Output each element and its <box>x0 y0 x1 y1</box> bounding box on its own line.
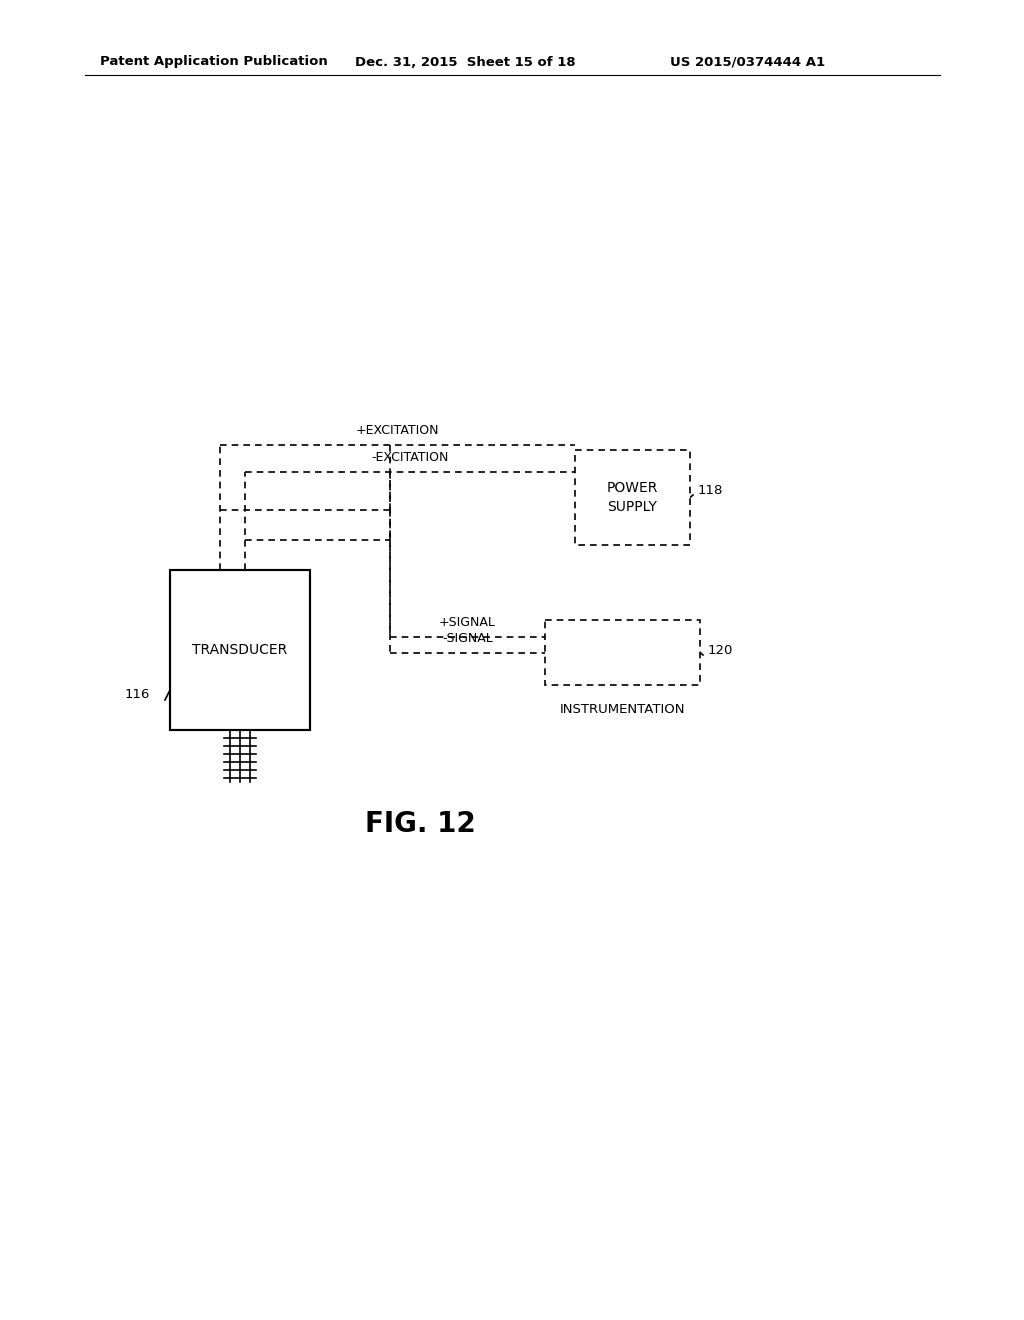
Text: US 2015/0374444 A1: US 2015/0374444 A1 <box>670 55 825 69</box>
Text: TRANSDUCER: TRANSDUCER <box>193 643 288 657</box>
Bar <box>545 620 700 685</box>
Text: Patent Application Publication: Patent Application Publication <box>100 55 328 69</box>
Text: 118: 118 <box>698 483 723 496</box>
Text: POWER
SUPPLY: POWER SUPPLY <box>607 482 658 513</box>
Text: +SIGNAL: +SIGNAL <box>439 616 496 630</box>
Text: -EXCITATION: -EXCITATION <box>372 451 449 465</box>
Text: Dec. 31, 2015  Sheet 15 of 18: Dec. 31, 2015 Sheet 15 of 18 <box>355 55 575 69</box>
Text: -SIGNAL: -SIGNAL <box>442 632 493 645</box>
Text: FIG. 12: FIG. 12 <box>365 810 475 838</box>
Text: INSTRUMENTATION: INSTRUMENTATION <box>560 704 685 715</box>
Text: 120: 120 <box>708 644 733 656</box>
Text: 116: 116 <box>125 689 150 701</box>
Bar <box>170 570 310 730</box>
Text: +EXCITATION: +EXCITATION <box>355 424 439 437</box>
Bar <box>575 450 690 545</box>
